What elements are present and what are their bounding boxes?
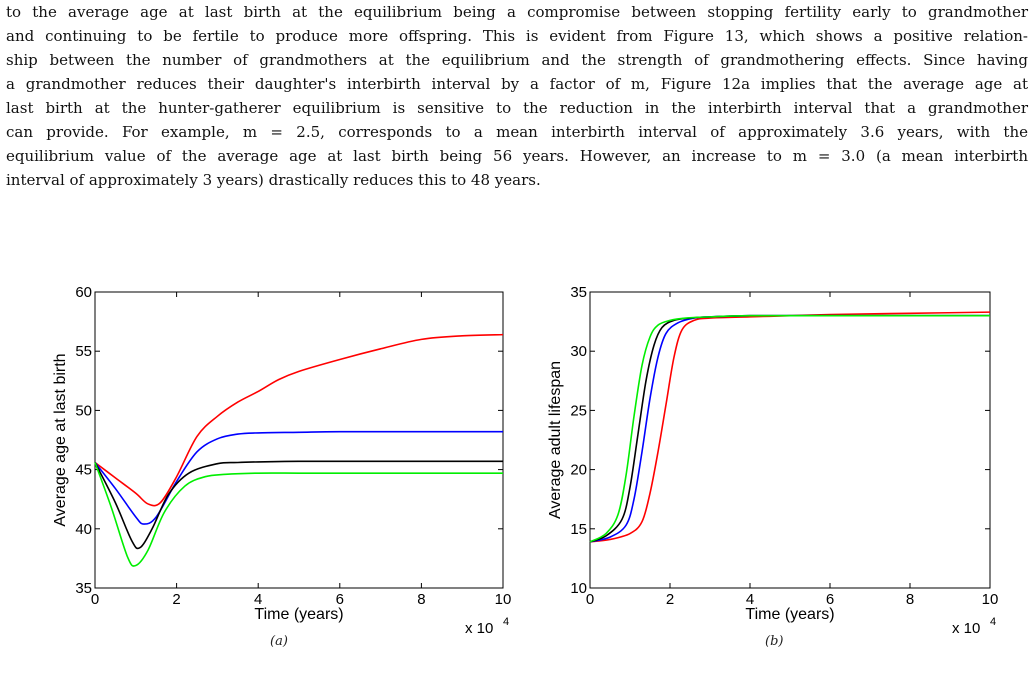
x-tick-label: 10: [495, 591, 512, 608]
figure-panel-b: 0 2 4 6 8 10 10 15 20 25 30 35 Time (years) Average a…: [548, 284, 999, 634]
y-tick-label: 60: [75, 284, 92, 301]
series-line: [94, 430, 503, 525]
series-line: [589, 314, 990, 543]
series-line: [94, 460, 504, 550]
paragraph-line: can provide. For example, m = 2.5, corre…: [6, 123, 1028, 141]
y-tick-label: 50: [75, 402, 92, 419]
x-tick-label: 8: [417, 591, 425, 608]
plot-frame: [589, 291, 991, 589]
x-tick-label: 6: [336, 591, 344, 608]
y-tick-label: 30: [570, 343, 587, 360]
x-tick-label: 4: [254, 591, 262, 608]
y-tick-label: 40: [75, 521, 92, 538]
y-tick-label: 10: [570, 580, 587, 597]
plot-frame: [94, 291, 504, 589]
y-tick-label: 20: [570, 462, 587, 479]
paragraph-line: a grandmother reduces their daughter's i…: [6, 75, 1028, 93]
caption-a: (a): [270, 634, 288, 649]
x-tick-label: 0: [586, 591, 594, 608]
series-line: [589, 314, 990, 543]
y-tick-label: 55: [75, 343, 92, 360]
x-multiplier: x 10: [465, 620, 493, 634]
x-tick-label: 2: [666, 591, 674, 608]
y-tick-label: 35: [75, 580, 92, 597]
x-multiplier-exponent: 4: [990, 616, 996, 628]
series-line: [589, 314, 990, 543]
y-tick-label: 15: [570, 521, 587, 538]
paragraph-line: equilibrium value of the average age at …: [6, 147, 1028, 165]
y-tick-label: 45: [75, 462, 92, 479]
x-multiplier: x 10: [952, 620, 980, 634]
y-axis-label: Average age at last birth: [52, 353, 69, 526]
x-tick-label: 4: [746, 591, 754, 608]
paragraph-line: last birth at the hunter-gatherer equili…: [6, 99, 1028, 117]
series-line: [589, 311, 991, 543]
x-tick-label: 8: [906, 591, 914, 608]
body-paragraph: to the average age at last birth at the …: [6, 0, 1028, 192]
paragraph-line: and continuing to be fertile to produce …: [6, 27, 1028, 45]
x-multiplier-exponent: 4: [503, 616, 509, 628]
x-tick-label: 2: [172, 591, 180, 608]
x-tick-label: 0: [91, 591, 99, 608]
x-tick-label: 10: [982, 591, 999, 608]
paragraph-line: to the average age at last birth at the …: [6, 3, 1028, 21]
caption-b: (b): [765, 634, 784, 649]
paragraph-line: interval of approximately 3 years) drast…: [6, 171, 541, 189]
series-line: [94, 462, 503, 567]
x-tick-label: 6: [826, 591, 834, 608]
y-tick-label: 35: [570, 284, 587, 301]
y-tick-label: 25: [570, 402, 587, 419]
y-axis-label: Average adult lifespan: [548, 361, 564, 519]
paragraph-line: ship between the number of grandmothers …: [6, 51, 1028, 69]
series-line: [94, 333, 504, 507]
x-axis-label: Time (years): [254, 606, 343, 623]
x-axis-label: Time (years): [745, 606, 834, 623]
figure-panel-a: 0 2 4 6 8 10 35 40 45 50 55 60 Time (years) Average a…: [52, 284, 512, 634]
